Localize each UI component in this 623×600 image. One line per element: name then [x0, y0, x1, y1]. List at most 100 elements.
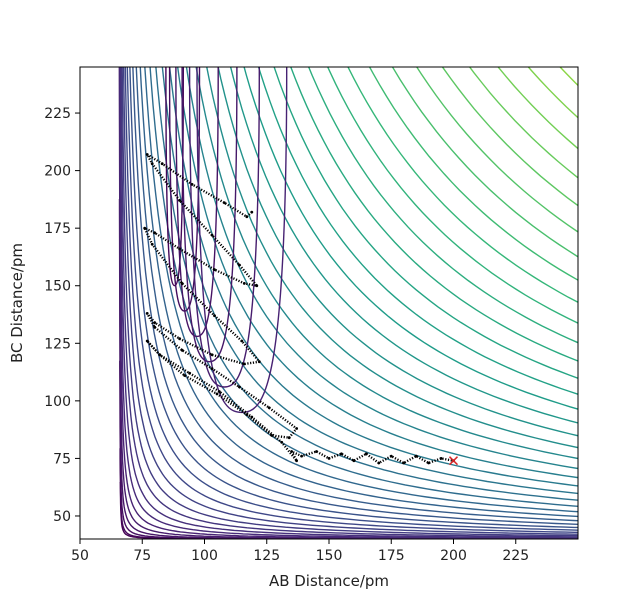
contour-line	[144, 67, 578, 513]
trajectory-point	[250, 415, 254, 419]
trajectory-point	[300, 454, 303, 458]
contour-line	[121, 67, 578, 537]
trajectory-point	[427, 461, 430, 465]
trajectory-point	[188, 371, 192, 375]
trajectory-point	[245, 215, 249, 219]
contour-line	[273, 67, 578, 379]
trajectory-point	[145, 153, 149, 156]
y-tick-label: 200	[44, 164, 71, 180]
x-axis-label: AB Distance/pm	[269, 572, 389, 590]
contour-line	[139, 67, 578, 518]
contour-line	[119, 67, 578, 539]
trajectory-point	[178, 337, 182, 341]
x-tick-label: 125	[253, 548, 280, 564]
trajectory-point	[389, 454, 393, 458]
contour-line	[120, 67, 578, 538]
trajectory-point	[238, 385, 241, 389]
contour-line	[243, 67, 578, 410]
contour-valley-line	[181, 67, 238, 363]
trajectory-point	[150, 242, 154, 246]
trajectory-point	[352, 459, 356, 463]
contour-line	[168, 67, 578, 487]
contour-line	[161, 67, 578, 495]
trajectory-point	[327, 457, 331, 460]
contour-valley-line	[165, 67, 184, 287]
trajectory-point	[153, 321, 157, 324]
trajectory-point	[180, 348, 184, 352]
trajectory-point	[158, 353, 162, 357]
trajectory-point	[267, 406, 271, 410]
contour-line	[217, 67, 578, 437]
contour-line	[118, 67, 578, 539]
trajectory-point	[178, 199, 182, 202]
x-tick-label: 100	[191, 548, 218, 564]
contour-valley-line	[188, 67, 260, 388]
trajectory-point	[240, 339, 244, 343]
contour-line	[129, 67, 578, 529]
trajectory-point	[295, 459, 298, 463]
contour-line	[176, 67, 578, 479]
trajectory-point	[402, 461, 406, 465]
y-axis: 50 75 100 125 150 175 200 225	[44, 106, 80, 525]
trajectory-point	[364, 452, 368, 456]
contour-line	[206, 67, 578, 449]
trajectory-point	[255, 284, 259, 288]
y-tick-label: 100	[44, 394, 71, 410]
trajectory-point	[414, 454, 418, 458]
contour-line	[185, 67, 578, 470]
trajectory-point	[223, 201, 226, 205]
trajectory-point	[145, 339, 149, 343]
marker-layer	[448, 456, 459, 466]
trajectory-point	[153, 231, 157, 235]
trajectory-point	[287, 436, 291, 440]
trajectory-point	[238, 263, 241, 267]
trajectory-point	[213, 268, 216, 271]
plot-area	[80, 67, 578, 539]
contour-line	[107, 0, 623, 53]
contour-line	[126, 67, 578, 531]
x-axis: 50 75 100 125 150 175 200 225	[71, 539, 529, 564]
trajectory-point	[178, 247, 182, 251]
contour-line	[229, 67, 578, 424]
trajectory-point	[190, 183, 194, 186]
trajectory-point	[183, 374, 187, 377]
trajectory-point	[242, 282, 246, 285]
trajectory-point	[180, 282, 184, 285]
y-tick-label: 175	[44, 221, 71, 237]
contour-line	[124, 67, 578, 534]
contour-line	[155, 67, 578, 501]
contour-line	[119, 67, 578, 539]
contour-line	[118, 67, 578, 539]
y-tick-label: 125	[44, 336, 71, 352]
contour-line	[257, 67, 578, 395]
trajectory-point	[213, 314, 216, 318]
contour-line	[135, 67, 578, 522]
x-tick-label: 225	[502, 548, 529, 564]
trajectory-point	[145, 312, 149, 315]
trajectory-point	[210, 233, 214, 237]
trajectory-point	[257, 360, 261, 364]
trajectory-point	[245, 413, 249, 417]
trajectory-point	[315, 450, 318, 453]
trajectory-point	[215, 392, 219, 396]
trajectory-line	[143, 153, 454, 465]
trajectory-point	[160, 162, 164, 166]
y-tick-label: 150	[44, 279, 71, 295]
trajectory-point	[218, 390, 221, 393]
x-tick-label: 50	[71, 548, 89, 564]
x-tick-label: 150	[316, 548, 343, 564]
trajectory-point	[280, 440, 284, 444]
trajectory-point	[377, 461, 381, 465]
y-tick-label: 225	[44, 106, 71, 122]
trajectory-point	[210, 367, 214, 370]
trajectory-point	[439, 457, 443, 460]
trajectory-point	[295, 427, 298, 430]
trajectory-point	[242, 362, 246, 366]
contour-line	[107, 0, 623, 23]
trajectory-point	[340, 452, 343, 456]
trajectory-point	[270, 434, 274, 437]
y-tick-label: 50	[53, 509, 71, 525]
trajectory-point	[210, 353, 214, 357]
contour-line	[132, 67, 578, 526]
